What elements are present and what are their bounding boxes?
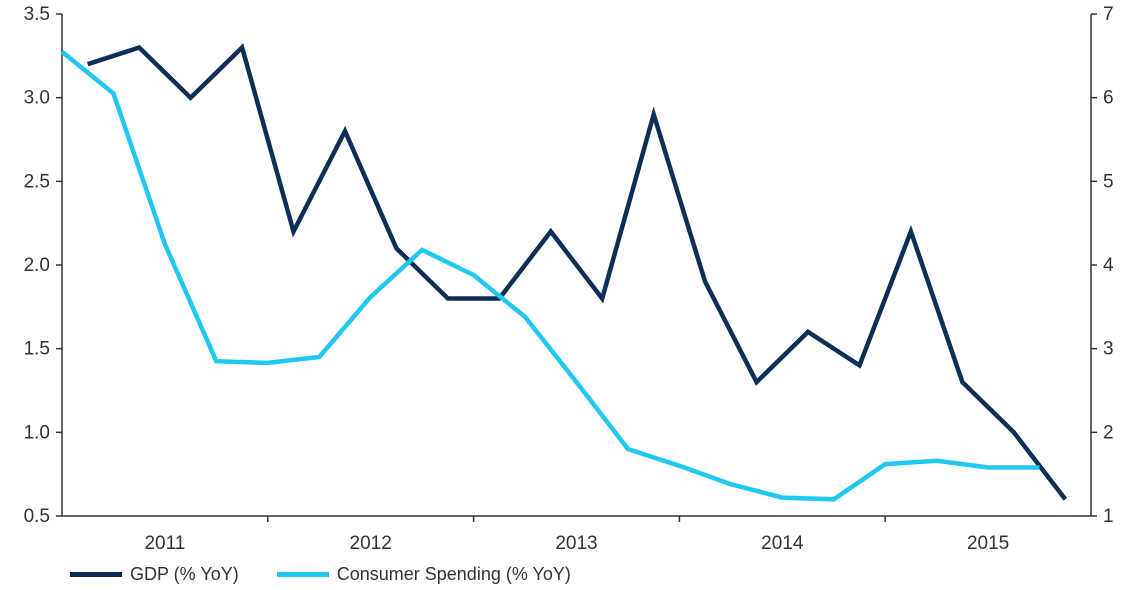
y-left-tick-label: 2.0: [24, 255, 50, 276]
series-line-gdp: [87, 43, 1068, 501]
y-left-tick-label: 3.0: [24, 88, 50, 109]
legend-label-gdp: GDP (% YoY): [130, 564, 239, 584]
series-line-consumer-spending: [60, 49, 1040, 502]
legend-item-gdp: GDP (% YoY): [70, 564, 239, 585]
y-right-tick-label: 1: [1103, 506, 1114, 527]
y-left-tick-label: 0.5: [24, 506, 50, 527]
y-right-tick-label: 5: [1103, 171, 1114, 192]
y-right-tick-label: 4: [1103, 255, 1114, 276]
chart-series: [60, 43, 1068, 502]
x-tick-label: 2015: [967, 533, 1009, 554]
legend-swatch-gdp: [70, 572, 122, 577]
x-tick-label: 2013: [555, 533, 597, 554]
x-tick-label: 2012: [350, 533, 392, 554]
y-right-tick-label: 3: [1103, 339, 1114, 360]
x-tick-label: 2014: [761, 533, 804, 554]
y-left-tick-label: 1.5: [24, 339, 50, 360]
legend: GDP (% YoY) Consumer Spending (% YoY): [70, 564, 609, 585]
y-right-tick-label: 2: [1103, 422, 1114, 443]
y-left-tick-label: 1.0: [24, 422, 50, 443]
chart-tick-labels: 0.5 1.0 1.5 2.0 2.5 3.0 3.5 1 2 3 4 5 6 7 2011 2012 2013…: [24, 4, 1114, 554]
y-left-tick-label: 2.5: [24, 171, 50, 192]
y-right-tick-label: 6: [1103, 88, 1114, 109]
x-tick-label: 2011: [144, 533, 185, 554]
chart-axes: [56, 13, 1097, 522]
legend-label-consumer-spending: Consumer Spending (% YoY): [336, 564, 571, 584]
y-right-tick-label: 7: [1103, 4, 1114, 25]
y-left-tick-label: 3.5: [24, 4, 50, 25]
legend-item-consumer-spending: Consumer Spending (% YoY): [276, 564, 571, 585]
legend-swatch-consumer-spending: [276, 572, 329, 577]
